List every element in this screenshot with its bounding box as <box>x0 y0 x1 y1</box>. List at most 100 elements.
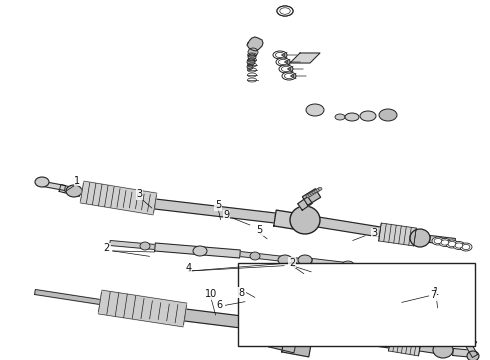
Text: 1: 1 <box>433 287 439 297</box>
Text: 4: 4 <box>186 263 192 273</box>
Ellipse shape <box>441 240 449 245</box>
Polygon shape <box>298 197 312 210</box>
Ellipse shape <box>35 177 49 187</box>
Ellipse shape <box>302 301 308 305</box>
Ellipse shape <box>408 268 422 278</box>
Ellipse shape <box>434 238 442 244</box>
Ellipse shape <box>379 109 397 121</box>
Text: 2: 2 <box>289 258 295 268</box>
Polygon shape <box>419 343 441 354</box>
Ellipse shape <box>281 66 291 72</box>
Polygon shape <box>430 235 455 246</box>
Ellipse shape <box>432 237 444 245</box>
Text: 5: 5 <box>257 225 263 235</box>
Ellipse shape <box>460 332 474 342</box>
Ellipse shape <box>294 310 298 314</box>
Ellipse shape <box>312 191 316 194</box>
Polygon shape <box>38 181 66 190</box>
Polygon shape <box>35 289 100 305</box>
Ellipse shape <box>273 51 287 59</box>
Polygon shape <box>240 252 310 265</box>
Text: 3: 3 <box>137 189 143 199</box>
Ellipse shape <box>279 65 293 73</box>
Ellipse shape <box>433 342 453 358</box>
Ellipse shape <box>342 261 354 269</box>
Ellipse shape <box>310 192 314 195</box>
Polygon shape <box>281 297 299 315</box>
Ellipse shape <box>335 114 345 120</box>
Ellipse shape <box>276 58 290 66</box>
Ellipse shape <box>298 255 312 265</box>
Ellipse shape <box>248 48 258 56</box>
Polygon shape <box>155 243 240 258</box>
Ellipse shape <box>285 73 294 78</box>
Polygon shape <box>302 189 320 205</box>
Ellipse shape <box>247 59 255 65</box>
Text: 7: 7 <box>431 290 437 300</box>
Ellipse shape <box>410 229 430 247</box>
Ellipse shape <box>277 6 293 16</box>
Ellipse shape <box>467 351 479 360</box>
Text: 9: 9 <box>223 210 229 220</box>
Ellipse shape <box>460 243 472 251</box>
Polygon shape <box>269 337 296 353</box>
Polygon shape <box>312 258 380 271</box>
Ellipse shape <box>446 240 458 248</box>
Ellipse shape <box>280 8 290 14</box>
Ellipse shape <box>273 312 317 348</box>
Polygon shape <box>317 217 381 237</box>
Text: 1: 1 <box>74 176 80 186</box>
Polygon shape <box>282 338 311 357</box>
Polygon shape <box>380 266 441 279</box>
Ellipse shape <box>455 243 463 248</box>
Ellipse shape <box>448 242 456 247</box>
Ellipse shape <box>308 193 312 196</box>
Ellipse shape <box>250 252 260 260</box>
Ellipse shape <box>316 189 320 192</box>
Polygon shape <box>317 326 391 348</box>
Ellipse shape <box>345 113 359 121</box>
Ellipse shape <box>66 185 82 197</box>
Polygon shape <box>59 185 81 197</box>
Ellipse shape <box>278 59 288 64</box>
Polygon shape <box>379 223 416 246</box>
Polygon shape <box>80 181 157 215</box>
Text: 3: 3 <box>371 228 377 238</box>
Ellipse shape <box>193 246 207 256</box>
Ellipse shape <box>296 307 301 311</box>
Polygon shape <box>154 199 275 223</box>
Text: 5: 5 <box>215 200 221 210</box>
Ellipse shape <box>314 190 318 193</box>
Text: 10: 10 <box>205 289 217 299</box>
Ellipse shape <box>306 194 310 198</box>
Ellipse shape <box>247 64 253 69</box>
Ellipse shape <box>277 6 293 16</box>
Ellipse shape <box>306 104 324 116</box>
Polygon shape <box>184 309 291 334</box>
Ellipse shape <box>140 242 150 250</box>
Polygon shape <box>453 348 475 357</box>
Ellipse shape <box>462 244 470 249</box>
Ellipse shape <box>439 239 451 247</box>
Ellipse shape <box>299 304 304 308</box>
Polygon shape <box>389 333 421 356</box>
Polygon shape <box>287 287 308 307</box>
Polygon shape <box>247 37 263 51</box>
Ellipse shape <box>248 54 256 60</box>
Ellipse shape <box>275 53 285 58</box>
Polygon shape <box>285 258 305 270</box>
Ellipse shape <box>278 255 292 265</box>
Polygon shape <box>290 53 320 63</box>
Polygon shape <box>274 210 301 230</box>
Ellipse shape <box>291 313 295 317</box>
Ellipse shape <box>360 111 376 121</box>
Text: 2: 2 <box>104 243 110 253</box>
Ellipse shape <box>318 187 322 190</box>
Polygon shape <box>465 334 477 346</box>
Polygon shape <box>98 290 187 327</box>
Ellipse shape <box>282 72 296 80</box>
Bar <box>238 263 475 346</box>
Ellipse shape <box>453 242 465 249</box>
Ellipse shape <box>290 206 320 234</box>
Polygon shape <box>466 342 478 357</box>
